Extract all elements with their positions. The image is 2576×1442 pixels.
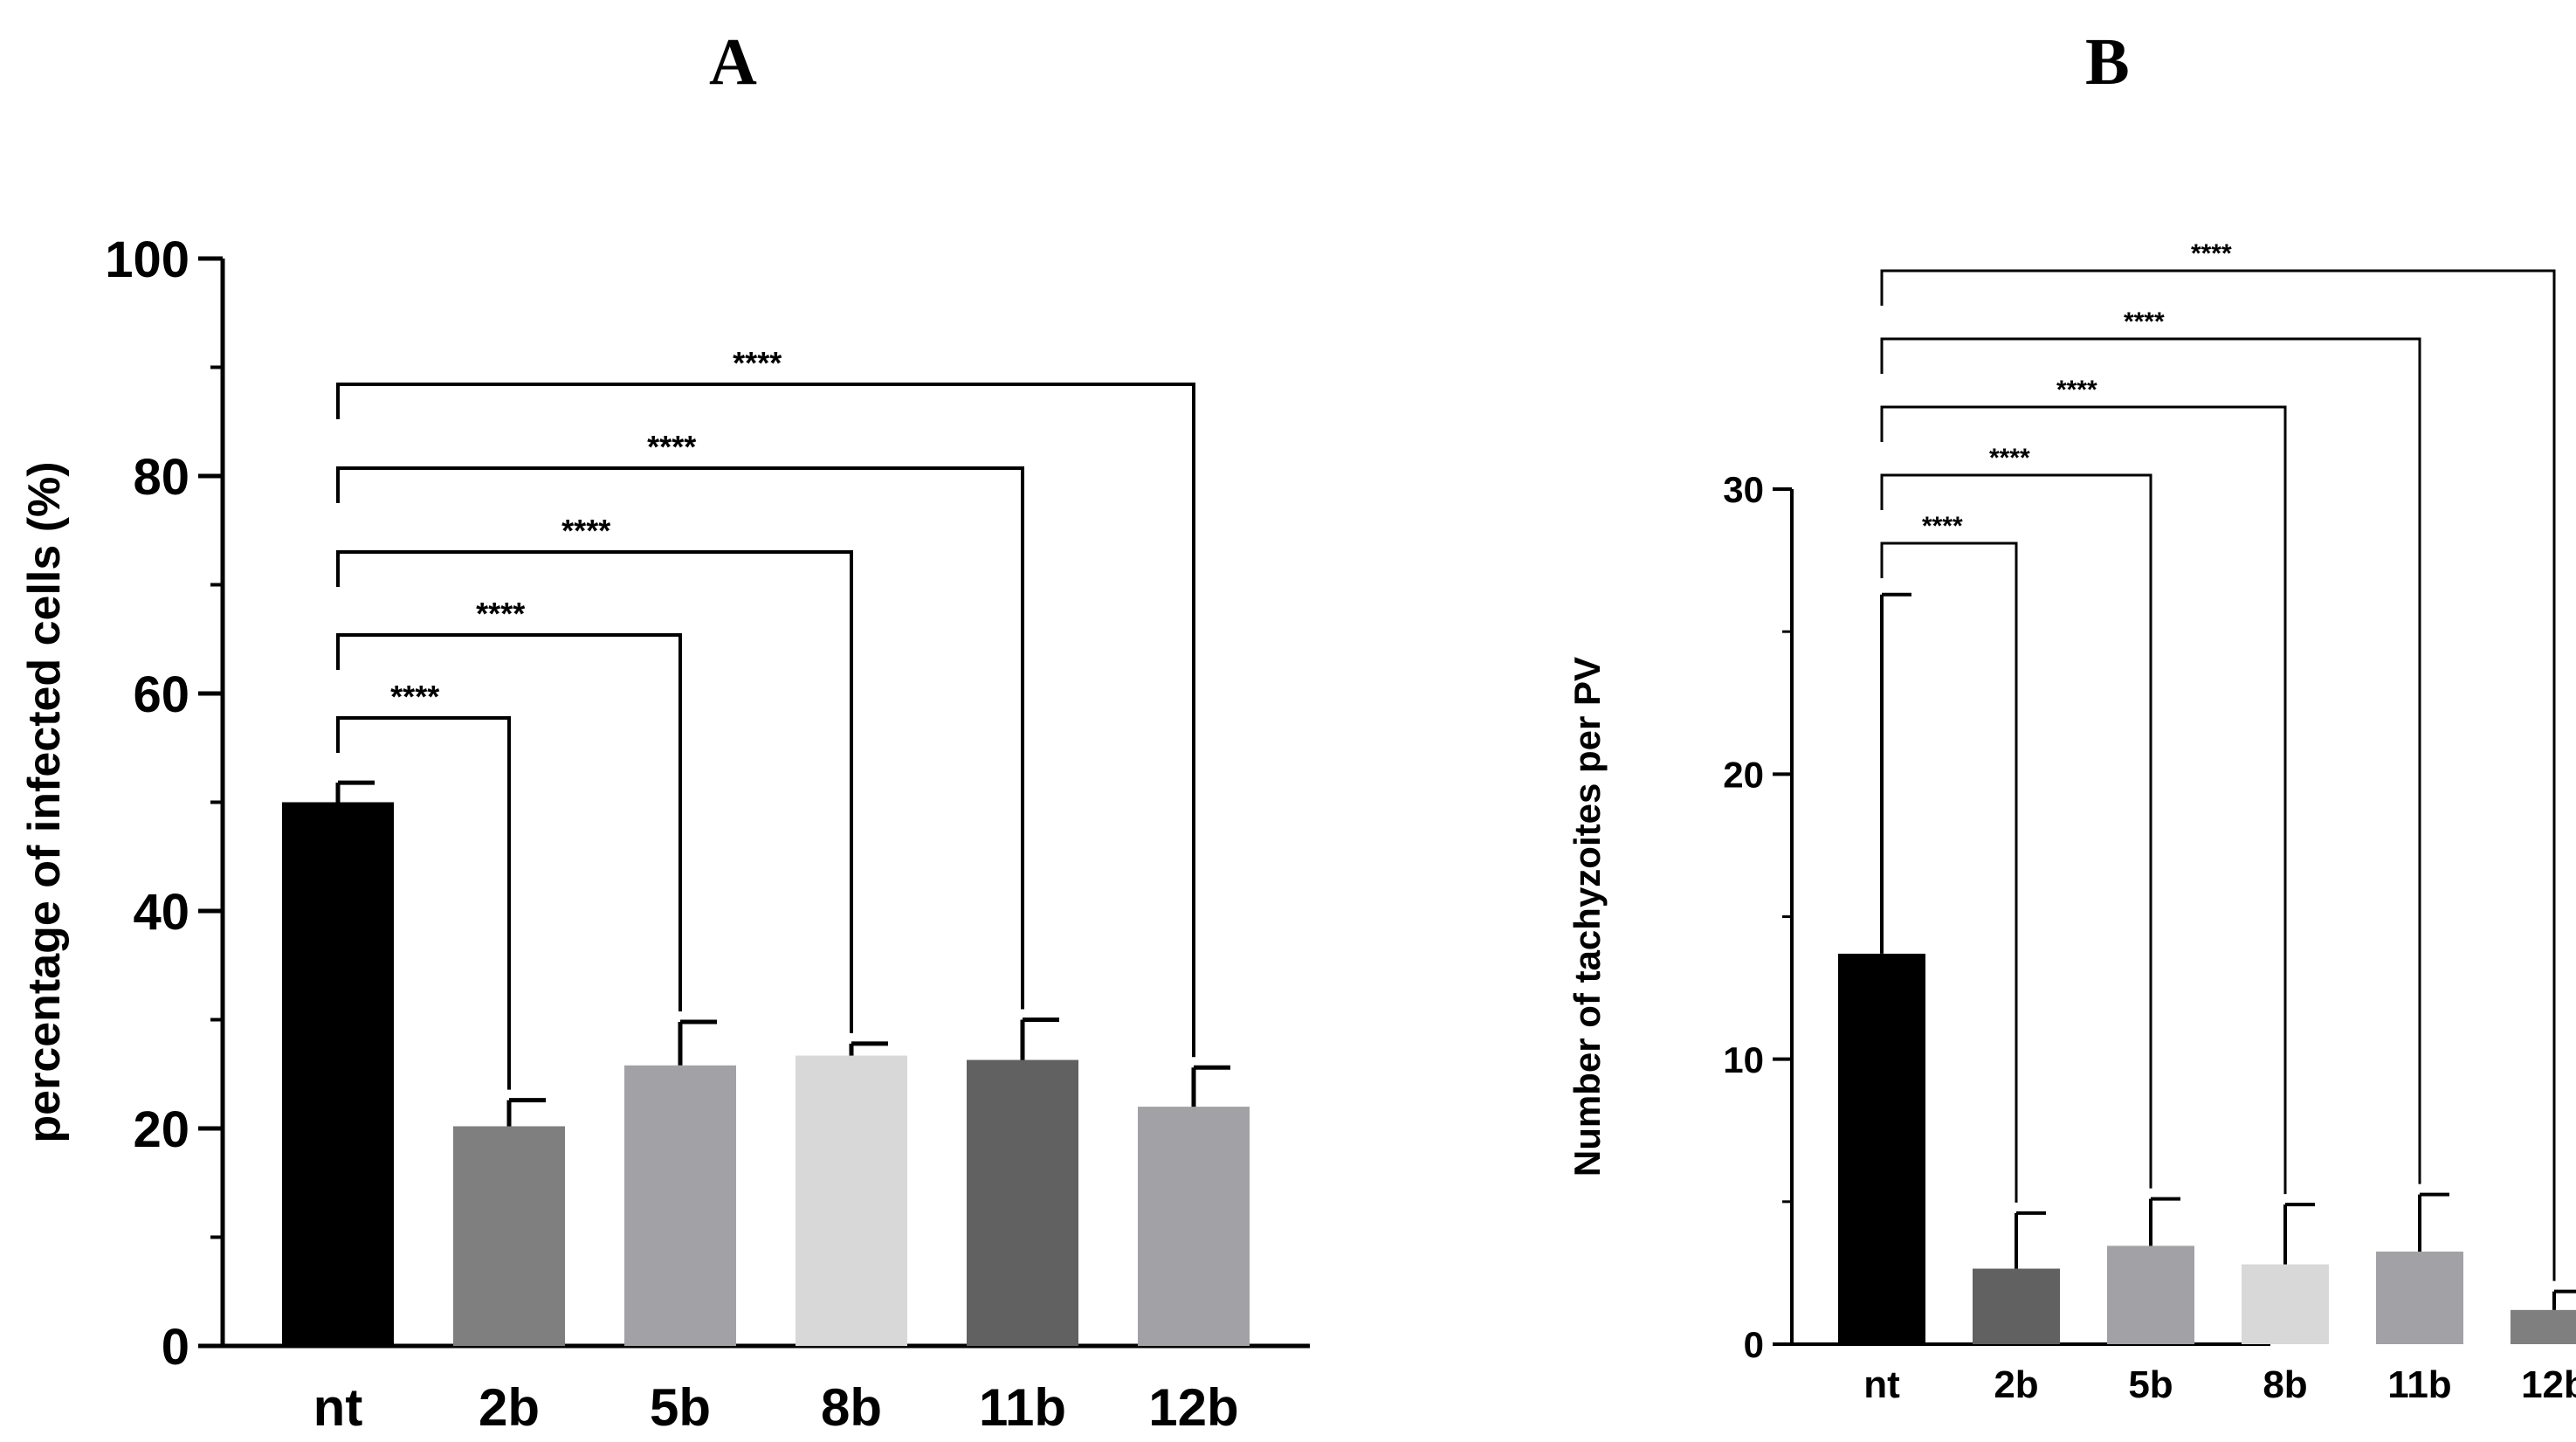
y-tick-label: 60 <box>133 666 189 723</box>
significance-bracket-11b <box>1880 337 2421 1184</box>
y-tick-label: 20 <box>133 1101 189 1158</box>
significance-bracket-5b <box>336 633 682 1011</box>
y-tick-label: 40 <box>133 884 189 941</box>
significance-bracket-2b <box>1880 542 2018 1203</box>
panel-b-label: B <box>2085 25 2130 99</box>
y-tick-label: 20 <box>1723 754 1764 795</box>
bar-nt <box>282 802 394 1346</box>
y-tick-label: 80 <box>133 449 189 506</box>
y-axis-title: percentage of infected cells (%) <box>19 461 70 1142</box>
significance-label-8b: **** <box>2056 376 2097 404</box>
significance-label-5b: **** <box>476 596 525 631</box>
x-tick-label-2b: 2b <box>479 1378 540 1437</box>
significance-bracket-8b <box>336 550 853 1033</box>
significance-label-12b: **** <box>2191 239 2232 268</box>
x-tick-label-8b: 8b <box>2263 1363 2307 1406</box>
significance-label-11b: **** <box>647 429 696 465</box>
chart-panel-b: 0 10 20 30 Number of tachyzoites per PV nt 2b 5… <box>1567 239 2576 1406</box>
x-tick-label-5b: 5b <box>650 1378 711 1437</box>
y-tick-label: 30 <box>1723 469 1764 510</box>
x-tick-label-11b: 11b <box>2387 1363 2451 1406</box>
chart-panel-a: 0 20 40 60 80 100 percentage of infected cells… <box>19 231 1310 1437</box>
bar-11b <box>2376 1251 2463 1344</box>
x-tick-label-5b: 5b <box>2128 1363 2173 1406</box>
bar-11b <box>967 1059 1078 1346</box>
bar-8b <box>796 1055 907 1346</box>
y-axis-title: Number of tachyzoites per PV <box>1567 657 1608 1176</box>
bar-2b <box>1973 1268 2060 1344</box>
significance-label-5b: **** <box>1989 444 2030 473</box>
significance-label-2b: **** <box>1922 512 1963 541</box>
significance-bracket-12b <box>336 383 1195 1058</box>
significance-bracket-2b <box>336 716 511 1090</box>
x-tick-label-nt: nt <box>1863 1363 1900 1406</box>
x-tick-label-12b: 12b <box>2521 1363 2576 1406</box>
bar-12b <box>2511 1309 2576 1344</box>
x-tick-label-nt: nt <box>313 1378 363 1437</box>
y-tick-label: 0 <box>162 1319 189 1376</box>
bar-5b <box>2107 1245 2194 1344</box>
bar-12b <box>1138 1107 1250 1346</box>
significance-bracket-8b <box>1880 405 2287 1195</box>
significance-label-8b: **** <box>561 513 610 549</box>
y-tick-label: 0 <box>1744 1324 1764 1365</box>
bar-8b <box>2242 1264 2329 1344</box>
y-tick-label: 100 <box>105 231 189 288</box>
significance-bracket-12b <box>1880 269 2556 1281</box>
significance-label-12b: **** <box>733 345 782 381</box>
significance-label-11b: **** <box>2124 307 2165 336</box>
bar-nt <box>1838 953 1925 1344</box>
x-tick-label-11b: 11b <box>979 1378 1066 1437</box>
x-tick-label-8b: 8b <box>821 1378 882 1437</box>
significance-bracket-5b <box>1880 473 2152 1189</box>
bar-2b <box>453 1126 565 1346</box>
significance-bracket-11b <box>336 466 1024 1010</box>
x-tick-label-12b: 12b <box>1148 1378 1238 1437</box>
y-tick-label: 10 <box>1723 1039 1764 1080</box>
panel-a-label: A <box>709 25 757 99</box>
x-tick-label-2b: 2b <box>1994 1363 2038 1406</box>
bar-5b <box>624 1065 736 1346</box>
significance-label-2b: **** <box>390 679 439 714</box>
